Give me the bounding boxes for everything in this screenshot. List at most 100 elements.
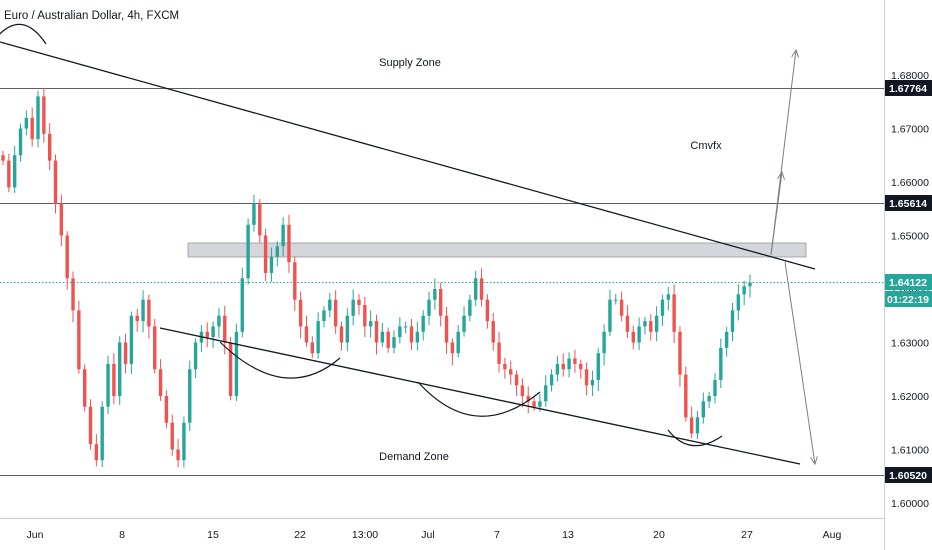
candle xyxy=(503,357,507,379)
candle xyxy=(228,336,233,401)
candle-body xyxy=(608,299,612,332)
level-price-tag[interactable]: 1.67764 xyxy=(885,80,932,96)
candle xyxy=(421,310,425,341)
candle xyxy=(1,150,5,165)
candle-body xyxy=(462,315,466,332)
candle-body xyxy=(316,321,320,354)
candle-countdown-tag[interactable]: 01:22:19 xyxy=(885,291,932,307)
candle xyxy=(485,294,490,329)
price-tag-bg xyxy=(885,291,932,307)
candle xyxy=(345,308,350,352)
candle xyxy=(456,324,460,358)
candle xyxy=(532,396,536,411)
candle xyxy=(427,291,431,326)
level-price-tag[interactable]: 1.60520 xyxy=(885,467,932,483)
candle-body xyxy=(380,331,385,343)
candle-body xyxy=(275,246,279,257)
candle-body xyxy=(520,385,525,396)
y-tick-label: 1.60000 xyxy=(891,498,929,510)
candle-body xyxy=(100,406,104,461)
candle xyxy=(304,315,309,347)
candle xyxy=(53,154,58,214)
candle-body xyxy=(368,321,373,327)
candle-body xyxy=(258,203,262,236)
candle-body xyxy=(409,326,414,343)
candle xyxy=(287,214,291,273)
candle xyxy=(158,359,163,401)
candle xyxy=(322,306,326,328)
candle-body xyxy=(176,449,180,461)
candle xyxy=(602,324,606,366)
candle xyxy=(310,336,315,359)
candle-body xyxy=(701,401,706,418)
candle-body xyxy=(205,331,209,338)
candle xyxy=(614,294,618,305)
candle xyxy=(65,231,69,290)
price-tag-bg xyxy=(885,274,932,290)
candle xyxy=(579,359,583,379)
bottom-arc-2 xyxy=(417,381,541,417)
candle-body xyxy=(427,299,431,316)
current-price-tag[interactable]: 1.64122 xyxy=(885,274,932,290)
candle-body xyxy=(88,406,93,445)
drawings xyxy=(0,23,818,466)
candles xyxy=(1,88,752,468)
y-tick-label: 1.67000 xyxy=(891,124,929,136)
candle xyxy=(123,333,128,374)
level-tags[interactable]: 1.67764 1.65614 1.60520 1.64122 01:22:19 xyxy=(885,80,932,483)
candle-body xyxy=(719,347,723,380)
candle xyxy=(684,366,688,422)
candle-body xyxy=(164,396,169,423)
target-arrow-mid xyxy=(770,170,785,256)
candle-body xyxy=(625,315,630,332)
bottom-arc-3 xyxy=(667,429,723,447)
candle-body xyxy=(135,315,139,322)
candle xyxy=(736,284,741,321)
candle xyxy=(182,416,186,468)
candle xyxy=(263,228,268,282)
candle xyxy=(42,88,46,143)
candle xyxy=(403,321,408,334)
candle-body xyxy=(42,96,46,134)
candle-body xyxy=(398,326,402,338)
candle-body xyxy=(193,342,198,370)
level-price-tag[interactable]: 1.65614 xyxy=(885,195,932,211)
candle xyxy=(561,353,565,377)
price-tag-label: 1.60520 xyxy=(889,470,927,482)
candle-body xyxy=(538,401,542,407)
candle-body xyxy=(695,417,700,434)
candle xyxy=(386,327,390,353)
candle-body xyxy=(660,299,665,316)
candle xyxy=(462,306,466,337)
candle xyxy=(398,317,402,344)
candle xyxy=(94,434,99,467)
y-tick-label: 1.68000 xyxy=(891,70,929,82)
candle-body xyxy=(637,326,641,343)
candle-body xyxy=(310,342,315,354)
candle xyxy=(392,330,396,354)
candle xyxy=(474,270,478,306)
candle-body xyxy=(468,299,472,316)
y-tick-label: 1.62000 xyxy=(891,391,929,403)
demand-zone-label: Demand Zone xyxy=(379,451,449,463)
candle xyxy=(573,349,577,373)
candle-body xyxy=(579,363,583,370)
candle xyxy=(129,311,134,374)
candle-body xyxy=(503,363,507,370)
candle xyxy=(83,364,87,412)
lower-trendline xyxy=(159,327,801,465)
candle xyxy=(526,386,530,414)
candle-body xyxy=(153,326,157,370)
candle xyxy=(275,241,279,267)
candle-body xyxy=(18,128,23,156)
candle-body xyxy=(228,342,233,396)
plot-area xyxy=(0,0,884,518)
top-arc xyxy=(0,23,47,45)
candle xyxy=(590,370,595,396)
candle xyxy=(217,308,221,338)
candle-body xyxy=(1,155,5,161)
candle-body xyxy=(444,315,449,343)
candle-body xyxy=(351,299,355,316)
candle xyxy=(584,362,589,396)
candle xyxy=(619,291,624,322)
